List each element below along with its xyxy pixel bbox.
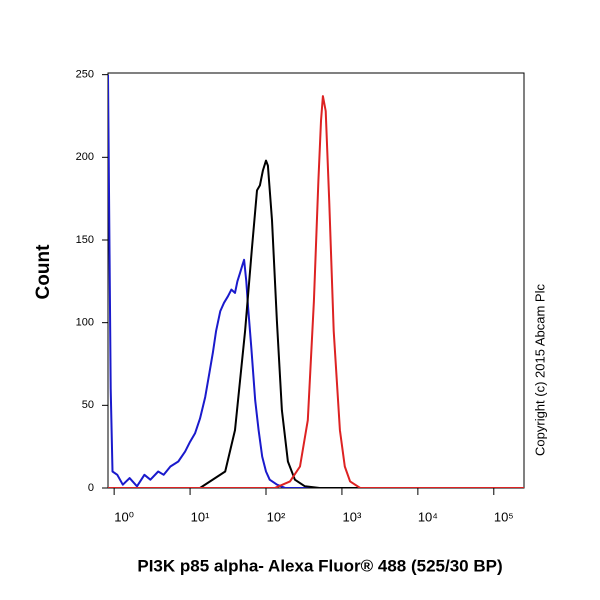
- y-tick-label: 50: [82, 399, 94, 411]
- y-tick-label: 0: [88, 482, 94, 494]
- plot-area: [108, 74, 524, 488]
- x-axis-label: PI3K p85 alpha- Alexa Fluor® 488 (525/30…: [137, 556, 502, 575]
- x-tick-label: 10⁰: [114, 509, 134, 524]
- plot-frame: [107, 72, 525, 489]
- y-axis-label: Count: [33, 244, 54, 300]
- y-tick-label: 100: [76, 317, 94, 329]
- y-tick-label: 150: [76, 234, 94, 246]
- y-tick-label: 250: [76, 69, 94, 81]
- x-tick-label: 10¹: [191, 509, 210, 524]
- x-tick-label: 10⁴: [418, 509, 438, 524]
- copyright: Copyright (c) 2015 Abcam Plc: [532, 284, 547, 456]
- histogram-line: [108, 95, 524, 488]
- y-tick-label: 200: [76, 151, 94, 163]
- x-tick-label: 10⁵: [494, 509, 514, 524]
- histogram-line: [108, 159, 524, 488]
- x-tick-label: 10³: [343, 509, 362, 524]
- histogram-line: [108, 74, 524, 488]
- x-tick-label: 10²: [267, 509, 286, 524]
